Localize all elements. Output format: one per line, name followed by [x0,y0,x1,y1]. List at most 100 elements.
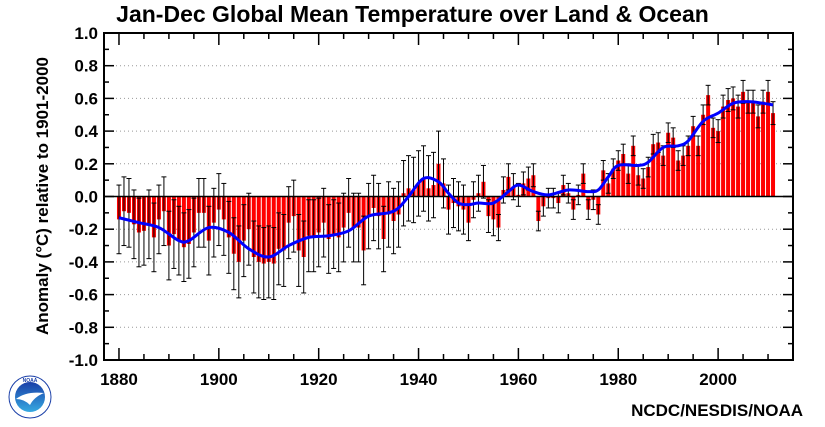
x-tick-label: 1920 [300,370,338,389]
error-bar [735,94,741,119]
error-bar [406,155,412,222]
bar [646,167,651,197]
bar [626,173,631,197]
x-tick-label: 1940 [400,370,438,389]
bar [751,101,756,197]
x-tick-label: 1900 [200,370,238,389]
bar [736,106,741,197]
y-tick-label: -0.8 [69,318,98,337]
error-bar [550,187,556,209]
error-bar [705,84,711,106]
error-bar [336,202,342,273]
error-bar [131,189,137,260]
y-tick-label: -0.4 [69,253,99,272]
error-bar [371,174,377,242]
bar [671,137,676,197]
error-bar [341,192,347,263]
bar [611,168,616,197]
error-bar [426,155,432,222]
bar [651,144,656,197]
axis-ticks [104,32,793,361]
error-bars [116,79,776,301]
error-bar [545,187,551,209]
error-bar [665,122,671,144]
y-tick-label: 0.8 [74,57,98,76]
error-bar [306,199,312,273]
error-bar [585,199,591,220]
bar [766,91,771,197]
error-bar [206,205,212,276]
error-bar [191,197,197,268]
error-bar [296,213,302,287]
bar [746,101,751,197]
chart-title: Jan-Dec Global Mean Temperature over Lan… [116,1,709,27]
error-bar [226,200,232,274]
error-bar [460,184,466,235]
error-bar [535,210,541,232]
error-bar [201,178,207,248]
x-tick-label: 1980 [599,370,637,389]
error-bar [695,135,701,157]
error-bar [316,197,322,268]
bars [116,91,776,264]
error-bar [321,187,327,258]
error-bar [530,163,536,188]
error-bar [126,178,132,248]
error-bar [730,86,736,111]
error-bar [480,164,486,199]
bar [701,114,706,197]
error-bar [326,204,332,274]
error-bar [770,101,776,126]
y-tick-label: 0.6 [74,89,98,108]
error-bar [386,181,392,248]
error-bar [520,171,526,196]
bar [761,101,766,197]
error-bar [266,225,272,299]
error-bar [276,212,282,286]
y-tick-label: -0.2 [69,220,98,239]
bar [536,196,541,222]
bar [496,196,501,228]
error-bar [675,150,681,171]
bar [756,116,761,197]
y-tick-label: 0.0 [74,188,98,207]
error-bar [640,168,646,189]
error-bar [391,187,397,255]
error-bar [121,176,127,247]
svg-text:NOAA: NOAA [23,378,38,384]
error-bar [495,213,501,242]
bar [686,145,691,197]
error-bar [376,182,382,250]
error-bar [720,94,726,119]
error-bar [356,192,362,263]
error-bar [231,217,237,291]
error-bar [261,227,267,301]
error-bar [171,199,177,269]
error-bar [241,204,247,278]
source-credit: NCDC/NESDIS/NOAA [631,401,803,420]
error-bar [755,104,761,129]
bar [711,127,716,197]
error-bar [450,178,456,229]
error-bar [595,204,601,225]
y-tick-label: -0.6 [69,286,98,305]
error-bar [396,181,402,248]
x-tick-label: 2000 [699,370,737,389]
error-bar [361,215,367,286]
y-tick-label: 0.4 [74,122,98,141]
error-bar [271,227,277,301]
error-bar [291,179,297,253]
error-bar [500,176,506,204]
bar [731,98,736,197]
error-bar [161,176,167,247]
noaa-logo: NOAA [8,375,52,419]
bar [741,91,746,197]
error-bar [186,209,192,279]
bar [666,132,671,197]
error-bar [256,225,262,299]
smoothed-series-line [118,100,774,259]
tick-labels: 1.0 0.8 0.6 0.4 0.2 0.0 -0.2 -0.4 -0.6 -0.8 -1.018… [69,24,737,389]
error-bar [431,151,437,219]
x-tick-label: 1880 [100,370,138,389]
